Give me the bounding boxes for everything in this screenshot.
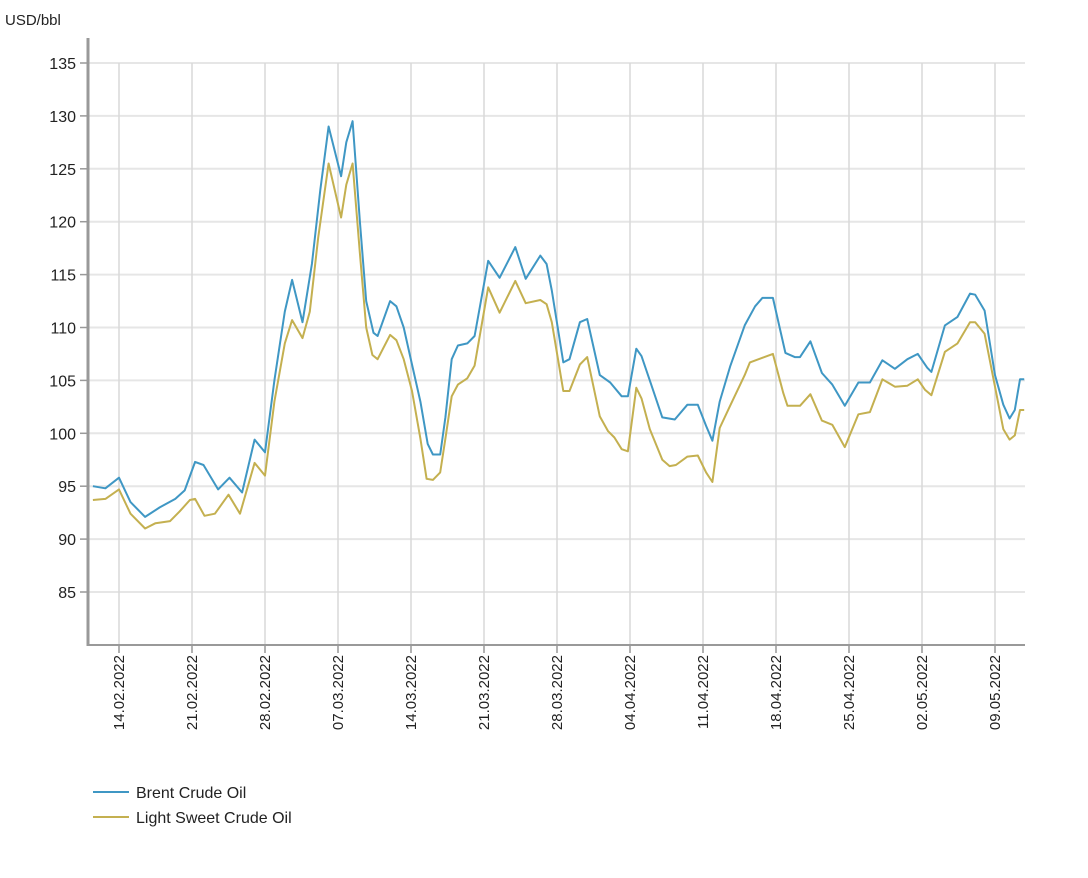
y-tick-label: 120 <box>49 215 76 232</box>
series-line-light-sweet <box>92 162 1025 530</box>
x-tick-label: 11.04.2022 <box>695 655 712 729</box>
x-tick-label: 25.04.2022 <box>841 655 858 730</box>
x-tick-label: 28.02.2022 <box>257 655 274 730</box>
y-tick-label: 105 <box>49 373 76 390</box>
y-tick-label: 95 <box>58 479 76 496</box>
y-tick-label: 125 <box>49 162 76 179</box>
y-tick-label: 110 <box>50 321 76 338</box>
x-tick-label: 14.02.2022 <box>111 655 128 730</box>
x-axis-ticks: 14.02.2022 21.02.2022 28.02.2022 07.03.2022… <box>111 645 1004 730</box>
x-tick-label: 07.03.2022 <box>330 655 347 730</box>
series-lines <box>92 120 1025 530</box>
series-points <box>92 163 1025 529</box>
x-tick-label: 04.04.2022 <box>622 655 639 730</box>
y-tick-label: 135 <box>49 56 76 73</box>
x-tick-label: 21.02.2022 <box>184 655 201 730</box>
series-line-brent <box>92 120 1025 518</box>
legend-item-light-sweet[interactable]: Light Sweet Crude Oil <box>93 810 292 827</box>
y-axis-unit-label: USD/bbl <box>5 12 61 29</box>
y-tick-label: 90 <box>58 532 76 549</box>
legend-label-light-sweet: Light Sweet Crude Oil <box>136 810 292 827</box>
legend-label-brent: Brent Crude Oil <box>136 785 246 802</box>
x-tick-label: 09.05.2022 <box>987 655 1004 730</box>
y-tick-label: 115 <box>50 268 76 285</box>
x-tick-label: 18.04.2022 <box>768 655 785 730</box>
x-tick-label: 21.03.2022 <box>476 655 493 730</box>
series-points <box>92 121 1025 517</box>
y-tick-label: 85 <box>58 585 76 602</box>
x-tick-label: 02.05.2022 <box>914 655 931 730</box>
x-tick-label: 28.03.2022 <box>549 655 566 730</box>
legend: Brent Crude Oil Light Sweet Crude Oil <box>93 785 292 827</box>
x-tick-label: 14.03.2022 <box>403 655 420 730</box>
legend-item-brent[interactable]: Brent Crude Oil <box>93 785 246 802</box>
y-tick-label: 100 <box>49 426 76 443</box>
y-axis-ticks: 85 90 95 100 105 110 115 120 125 130 135 <box>49 56 88 602</box>
y-tick-label: 130 <box>49 109 76 126</box>
